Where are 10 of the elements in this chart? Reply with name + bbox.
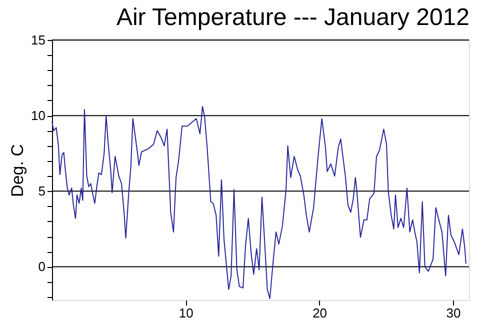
line-series: [52, 106, 466, 299]
y-tick-label: 5: [38, 184, 46, 199]
x-tick-label: 20: [312, 306, 328, 320]
chart-title: Air Temperature --- January 2012: [116, 4, 470, 31]
y-tick-label: 0: [38, 259, 46, 274]
y-tick-label: 15: [31, 32, 46, 48]
x-tick-label: 10: [178, 306, 194, 320]
y-axis-title: Deg. C: [8, 144, 28, 197]
y-tick-label: 10: [31, 108, 46, 124]
x-tick-label: 30: [446, 306, 461, 320]
